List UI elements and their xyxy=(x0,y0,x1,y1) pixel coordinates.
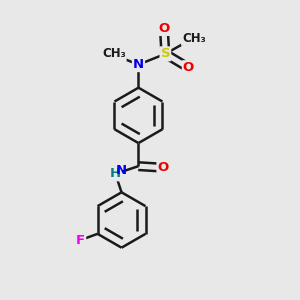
Text: CH₃: CH₃ xyxy=(182,32,206,45)
Text: N: N xyxy=(116,164,127,177)
Text: F: F xyxy=(76,233,85,247)
Text: N: N xyxy=(133,58,144,71)
Text: O: O xyxy=(183,61,194,74)
Text: CH₃: CH₃ xyxy=(102,47,126,60)
Text: O: O xyxy=(158,22,169,35)
Text: S: S xyxy=(160,47,170,60)
Text: O: O xyxy=(158,161,169,174)
Text: H: H xyxy=(110,167,121,180)
